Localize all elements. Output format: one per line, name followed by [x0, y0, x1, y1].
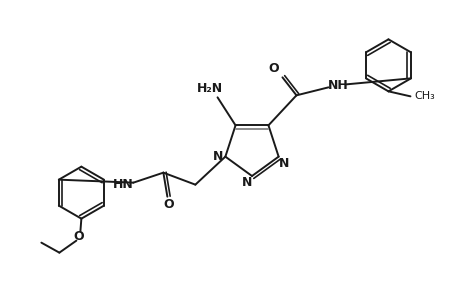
Text: NH: NH — [327, 79, 348, 92]
Text: H₂N: H₂N — [196, 82, 222, 95]
Text: HN: HN — [113, 178, 134, 191]
Text: N: N — [241, 176, 252, 190]
Text: N: N — [213, 150, 223, 163]
Text: N: N — [278, 157, 288, 170]
Text: O: O — [162, 198, 174, 211]
Text: CH₃: CH₃ — [414, 91, 434, 101]
Text: O: O — [73, 230, 84, 243]
Text: O: O — [268, 62, 278, 75]
